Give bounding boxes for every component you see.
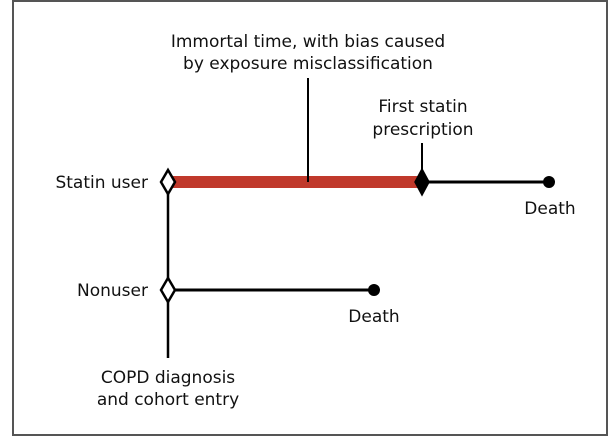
statin-user-death-label: Death xyxy=(524,199,575,219)
statin-user-label: Statin user xyxy=(55,173,148,193)
nonuser-death-label: Death xyxy=(348,307,399,327)
nonuser-death-marker xyxy=(368,284,380,296)
first-statin-label-line1: First statin xyxy=(378,97,467,117)
statin-user-death-marker xyxy=(543,176,555,188)
immortal-time-label-line2: by exposure misclassification xyxy=(183,54,433,74)
diagram-frame xyxy=(12,0,608,436)
immortal-time-label-line1: Immortal time, with bias caused xyxy=(171,32,445,52)
cohort-entry-label-line2: and cohort entry xyxy=(97,390,239,410)
first-statin-label-line2: prescription xyxy=(372,120,473,140)
nonuser-label: Nonuser xyxy=(77,281,148,301)
statin-user-entry-diamond xyxy=(159,167,177,197)
cohort-entry-label-line1: COPD diagnosis xyxy=(101,368,235,388)
first-statin-diamond xyxy=(414,167,430,197)
nonuser-entry-diamond xyxy=(159,275,177,305)
